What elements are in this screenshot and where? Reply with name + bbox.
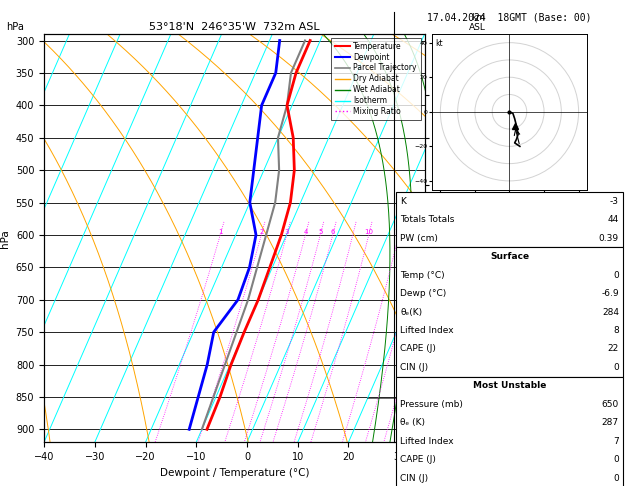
Text: 0: 0	[613, 455, 619, 464]
Text: Pressure (mb): Pressure (mb)	[400, 400, 463, 409]
Text: 6: 6	[330, 229, 335, 235]
Text: Temp (°C): Temp (°C)	[400, 271, 445, 279]
Text: -6.9: -6.9	[601, 289, 619, 298]
Text: hPa: hPa	[6, 22, 24, 32]
Text: Dewp (°C): Dewp (°C)	[400, 289, 447, 298]
Text: km
ASL: km ASL	[469, 13, 486, 32]
Text: Totals Totals: Totals Totals	[400, 215, 454, 224]
Text: 17.04.2024  18GMT (Base: 00): 17.04.2024 18GMT (Base: 00)	[427, 12, 592, 22]
Text: 284: 284	[602, 308, 619, 316]
Text: 3: 3	[284, 229, 289, 235]
Text: 44: 44	[608, 215, 619, 224]
Y-axis label: hPa: hPa	[0, 229, 10, 247]
Legend: Temperature, Dewpoint, Parcel Trajectory, Dry Adiabat, Wet Adiabat, Isotherm, Mi: Temperature, Dewpoint, Parcel Trajectory…	[331, 38, 421, 120]
Text: 5: 5	[318, 229, 323, 235]
Text: © weatheronline.co.uk: © weatheronline.co.uk	[465, 471, 554, 480]
Text: K: K	[400, 197, 406, 206]
Text: CAPE (J): CAPE (J)	[400, 345, 436, 353]
Text: 0: 0	[613, 271, 619, 279]
Text: CIN (J): CIN (J)	[400, 363, 428, 372]
Text: 15: 15	[394, 229, 403, 235]
Text: LCL: LCL	[407, 393, 422, 402]
Text: 22: 22	[608, 345, 619, 353]
Text: θₑ(K): θₑ(K)	[400, 308, 422, 316]
Text: 10: 10	[364, 229, 373, 235]
Text: -3: -3	[610, 197, 619, 206]
Text: 8: 8	[613, 326, 619, 335]
Text: Lifted Index: Lifted Index	[400, 437, 454, 446]
Title: 53°18'N  246°35'W  732m ASL: 53°18'N 246°35'W 732m ASL	[149, 22, 320, 32]
Text: θₑ (K): θₑ (K)	[400, 418, 425, 427]
Text: Surface: Surface	[490, 252, 529, 261]
Text: Lifted Index: Lifted Index	[400, 326, 454, 335]
Text: 20: 20	[416, 229, 425, 235]
Text: Most Unstable: Most Unstable	[473, 382, 546, 390]
Text: 287: 287	[602, 418, 619, 427]
Text: kt: kt	[435, 39, 443, 48]
Text: 4: 4	[303, 229, 308, 235]
Text: 0: 0	[613, 474, 619, 483]
Text: PW (cm): PW (cm)	[400, 234, 438, 243]
Text: 1: 1	[218, 229, 223, 235]
Text: CIN (J): CIN (J)	[400, 474, 428, 483]
Text: 0: 0	[613, 363, 619, 372]
Text: 650: 650	[602, 400, 619, 409]
Text: 2: 2	[259, 229, 264, 235]
Text: CAPE (J): CAPE (J)	[400, 455, 436, 464]
Text: 7: 7	[613, 437, 619, 446]
Y-axis label: Mixing Ratio (g/kg): Mixing Ratio (g/kg)	[443, 195, 452, 281]
X-axis label: Dewpoint / Temperature (°C): Dewpoint / Temperature (°C)	[160, 468, 309, 478]
Text: 0.39: 0.39	[599, 234, 619, 243]
